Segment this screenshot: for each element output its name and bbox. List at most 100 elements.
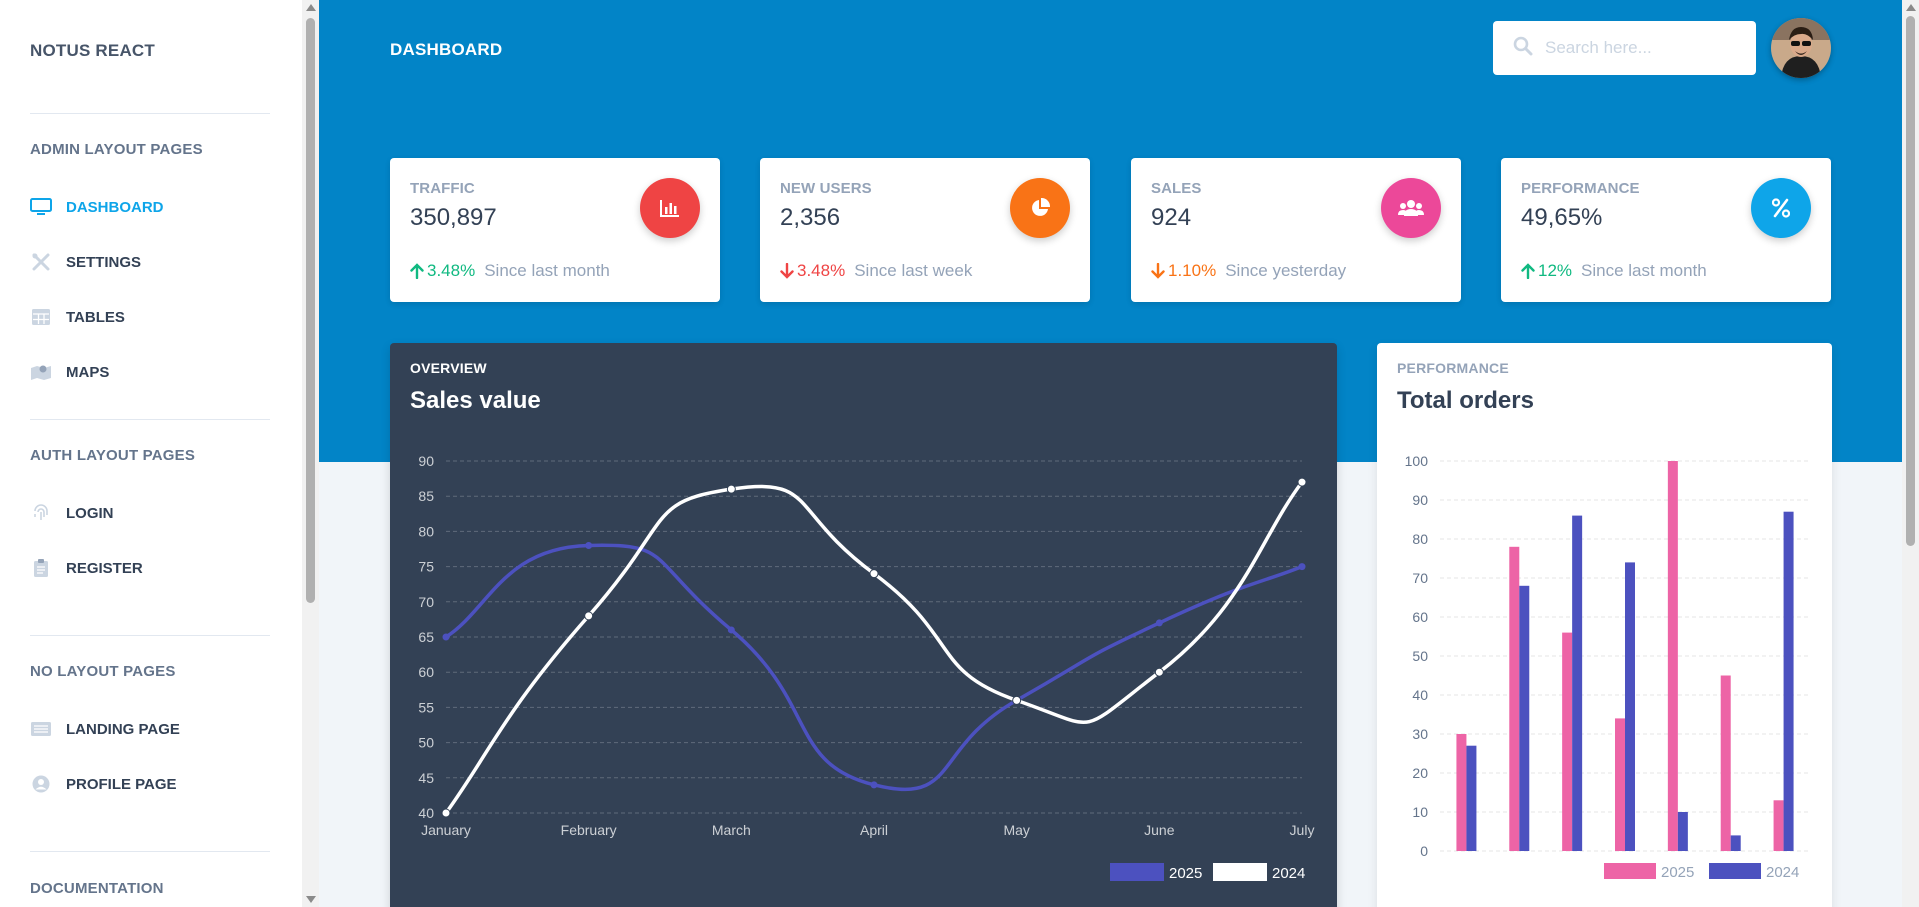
- page-scrollbar[interactable]: [1902, 0, 1919, 907]
- stat-card-sales[interactable]: SALES 924 1.10% Since yesterday: [1131, 158, 1461, 302]
- legend-label: 2025: [1169, 865, 1202, 882]
- sidebar-item-label: SETTINGS: [66, 253, 142, 271]
- brand-logo[interactable]: NOTUS REACT: [30, 41, 155, 60]
- stat-label: NEW USERS: [780, 180, 872, 197]
- bar-2025: [1509, 546, 1520, 851]
- panel-subtitle: PERFORMANCE: [1397, 360, 1509, 376]
- stat-card-performance[interactable]: PERFORMANCE 49,65% 12% Since last month: [1501, 158, 1831, 302]
- y-tick-label: 10: [1412, 804, 1428, 820]
- sidebar-item-landing[interactable]: LANDING PAGE: [30, 717, 180, 741]
- arrow-down-icon: [1151, 263, 1165, 279]
- y-tick-label: 80: [418, 523, 434, 539]
- search-box[interactable]: [1493, 21, 1756, 75]
- search-input[interactable]: [1545, 38, 1745, 58]
- stat-card-new-users[interactable]: NEW USERS 2,356 3.48% Since last week: [760, 158, 1090, 302]
- total-orders-panel: PERFORMANCE Total orders 0 10 20 30 40 50 60 70…: [1377, 343, 1832, 907]
- x-tick-label: January: [421, 822, 471, 838]
- x-tick-label: March: [712, 822, 751, 838]
- x-tick-label: May: [1003, 822, 1029, 838]
- sidebar: NOTUS REACT ADMIN LAYOUT PAGES DASHBOARD…: [0, 0, 302, 907]
- y-tick-label: 100: [1405, 453, 1429, 469]
- section-heading-no-layout: NO LAYOUT PAGES: [30, 663, 176, 680]
- bar-2025: [1667, 461, 1678, 851]
- avatar[interactable]: [1771, 18, 1831, 78]
- pie-chart-icon: [1010, 178, 1070, 238]
- legend-swatch: [1213, 863, 1267, 881]
- arrow-down-icon: [780, 263, 794, 279]
- page-title[interactable]: DASHBOARD: [390, 40, 503, 59]
- user-circle-icon: [30, 774, 52, 794]
- divider: [30, 851, 270, 852]
- scroll-up-arrow[interactable]: [1906, 4, 1916, 11]
- scroll-up-arrow[interactable]: [306, 4, 316, 11]
- bar-2024: [1783, 511, 1794, 851]
- sidebar-item-profile[interactable]: PROFILE PAGE: [30, 772, 177, 796]
- panel-subtitle: OVERVIEW: [410, 360, 487, 376]
- y-tick-label: 80: [1412, 531, 1428, 547]
- y-tick-label: 50: [418, 735, 434, 751]
- panel-title: Sales value: [410, 387, 541, 414]
- sidebar-item-tables[interactable]: TABLES: [30, 305, 125, 329]
- data-point: [585, 541, 593, 549]
- sales-value-panel: OVERVIEW Sales value 40 45 50 55 60 65 70 75 80 8…: [390, 343, 1337, 907]
- sidebar-scrollbar[interactable]: [302, 0, 319, 907]
- y-tick-label: 90: [418, 453, 434, 469]
- sidebar-item-settings[interactable]: SETTINGS: [30, 250, 141, 274]
- sidebar-item-label: LANDING PAGE: [66, 720, 180, 738]
- y-tick-label: 75: [418, 559, 434, 575]
- stat-since: Since last month: [484, 261, 610, 280]
- stat-label: TRAFFIC: [410, 180, 475, 197]
- data-point: [727, 626, 735, 634]
- data-point: [726, 484, 736, 494]
- divider: [30, 635, 270, 636]
- sidebar-item-label: DASHBOARD: [66, 198, 164, 216]
- sidebar-item-login[interactable]: LOGIN: [30, 501, 114, 525]
- stat-footer: 3.48% Since last week: [780, 261, 972, 281]
- legend-label: 2025: [1661, 864, 1694, 881]
- sidebar-item-dashboard[interactable]: DASHBOARD: [30, 195, 164, 219]
- stat-change: 1.10%: [1151, 261, 1216, 281]
- sidebar-item-register[interactable]: REGISTER: [30, 556, 143, 580]
- data-point: [1154, 667, 1164, 677]
- scrollbar-thumb[interactable]: [306, 18, 315, 603]
- y-tick-label: 65: [418, 629, 434, 645]
- legend-swatch: [1709, 863, 1761, 879]
- panel-title: Total orders: [1397, 387, 1534, 414]
- y-tick-label: 20: [1412, 765, 1428, 781]
- arrow-up-icon: [1521, 263, 1535, 279]
- bar-2025: [1456, 734, 1467, 851]
- stat-change-value: 12%: [1538, 261, 1573, 280]
- bar-2025: [1773, 800, 1784, 851]
- sales-line-chart[interactable]: 40 45 50 55 60 65 70 75 80 85 90 January February Mar…: [390, 343, 1337, 907]
- stat-change: 3.48%: [780, 261, 845, 281]
- sidebar-item-maps[interactable]: MAPS: [30, 360, 109, 384]
- y-tick-label: 70: [418, 594, 434, 610]
- scroll-down-arrow[interactable]: [306, 896, 316, 903]
- section-heading-auth: AUTH LAYOUT PAGES: [30, 447, 196, 464]
- stat-value: 2,356: [780, 204, 841, 231]
- y-tick-label: 45: [418, 770, 434, 786]
- newspaper-icon: [30, 719, 52, 739]
- bar-2024: [1730, 835, 1741, 851]
- scrollbar-thumb[interactable]: [1906, 16, 1915, 546]
- stat-since: Since last month: [1581, 261, 1707, 280]
- x-tick-label: April: [860, 822, 888, 838]
- monitor-icon: [30, 197, 52, 217]
- stat-since: Since yesterday: [1225, 261, 1347, 280]
- data-point: [441, 808, 451, 818]
- orders-bar-chart[interactable]: 0 10 20 30 40 50 60 70 80 90 100 2025 2024: [1377, 343, 1832, 907]
- y-tick-label: 50: [1412, 648, 1428, 664]
- stat-change: 12%: [1521, 261, 1572, 281]
- x-tick-label: July: [1290, 822, 1315, 838]
- stat-change: 3.48%: [410, 261, 475, 281]
- bar-2025: [1615, 718, 1625, 851]
- stat-label: SALES: [1151, 180, 1202, 197]
- x-tick-label: February: [561, 822, 617, 838]
- users-icon: [1381, 178, 1441, 238]
- stat-footer: 3.48% Since last month: [410, 261, 610, 281]
- y-tick-label: 60: [1412, 609, 1428, 625]
- y-tick-label: 90: [1412, 492, 1428, 508]
- search-icon: [1513, 36, 1533, 61]
- stat-value: 350,897: [410, 204, 497, 231]
- stat-card-traffic[interactable]: TRAFFIC 350,897 3.48% Since last month: [390, 158, 720, 302]
